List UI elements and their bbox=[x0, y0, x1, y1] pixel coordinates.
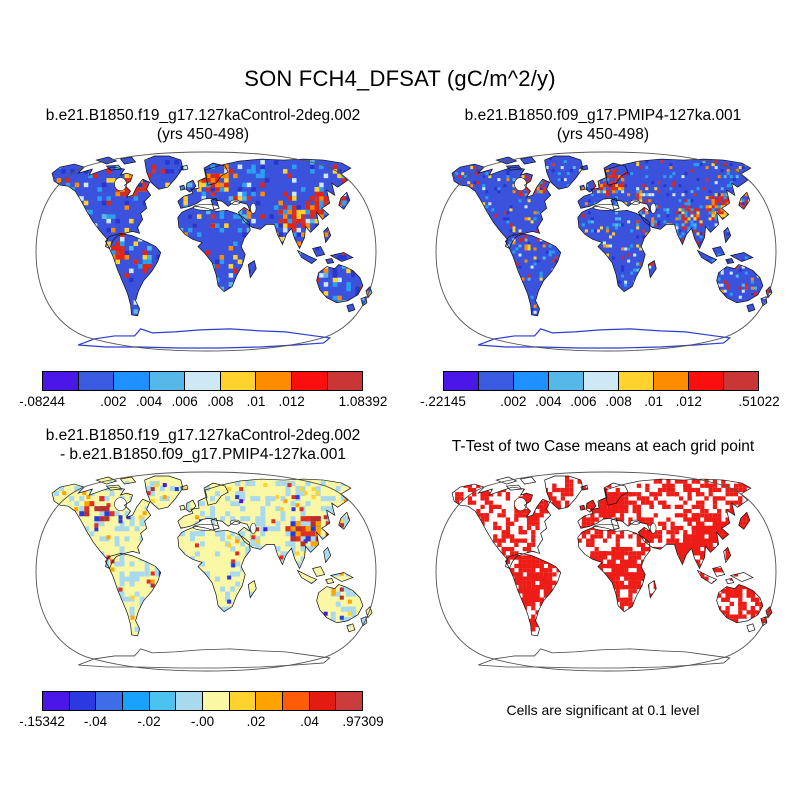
colorbar-segment bbox=[148, 372, 185, 390]
colorbar-segment bbox=[77, 372, 114, 390]
antarctica-outline bbox=[478, 648, 731, 669]
panel-title-difference: b.e21.B1850.f19_g17.127kaControl-2deg.00… bbox=[3, 426, 403, 464]
colorbar-segment bbox=[148, 692, 176, 710]
colorbar-tick-label: .006 bbox=[171, 394, 198, 409]
colorbar-bar bbox=[443, 371, 759, 391]
colorbar-bar bbox=[42, 371, 363, 391]
colorbar-segment bbox=[290, 372, 327, 390]
antarctica-outline bbox=[78, 648, 331, 669]
panel-title-line1: b.e21.B1850.f19_g17.127kaControl-2deg.00… bbox=[45, 107, 361, 124]
inland-seas bbox=[514, 177, 657, 214]
colorbar-pmip4: -.22145 .002 .004 .006 .008 .01 .012 .51022 bbox=[420, 371, 780, 410]
inland-seas bbox=[114, 177, 257, 214]
colorbar-segment bbox=[68, 692, 96, 710]
antarctica-outline bbox=[78, 328, 332, 349]
colorbar-segment bbox=[618, 372, 653, 390]
colorbar-tick-label: .51022 bbox=[738, 394, 780, 409]
inland-seas bbox=[514, 497, 657, 534]
colorbar-segment bbox=[255, 692, 283, 710]
panel-title-control: b.e21.B1850.f19_g17.127kaControl-2deg.00… bbox=[3, 106, 403, 144]
colorbar-segment bbox=[202, 692, 229, 710]
colorbar-segment bbox=[653, 372, 688, 390]
colorbar-tick-label: -.22145 bbox=[420, 394, 466, 409]
significance-note: Cells are significant at 0.1 level bbox=[506, 702, 700, 718]
colorbar-segment bbox=[444, 372, 478, 390]
colorbar-segment bbox=[282, 692, 309, 710]
colorbar-segment bbox=[113, 372, 149, 390]
colorbar-tick-label: .04 bbox=[300, 714, 319, 729]
inland-seas bbox=[114, 497, 257, 534]
colorbar-segment bbox=[583, 372, 618, 390]
colorbar-tick-label: .02 bbox=[246, 714, 266, 729]
coastlines bbox=[51, 155, 373, 317]
colorbar-tick-label: -.00 bbox=[190, 714, 215, 729]
colorbar-segment bbox=[95, 692, 123, 710]
map-frame bbox=[435, 471, 777, 672]
map-frame bbox=[435, 151, 777, 352]
colorbar-control: -.08244 .002 .004 .006 .008 .01 .012 1.08392 bbox=[19, 371, 387, 410]
colorbar-bar bbox=[42, 691, 363, 711]
colorbar-tick-label: -.15342 bbox=[19, 714, 65, 729]
colorbar-tick-label: -.08244 bbox=[19, 394, 65, 409]
map-frame bbox=[35, 151, 377, 352]
colorbar-tick-label: 1.08392 bbox=[338, 394, 388, 409]
colorbar-tick-label: -.02 bbox=[137, 714, 161, 729]
colorbar-segment bbox=[122, 692, 149, 710]
coastlines bbox=[51, 475, 373, 637]
map-pmip4 bbox=[435, 151, 777, 352]
colorbar-segment bbox=[43, 372, 78, 390]
colorbar-segment bbox=[548, 372, 583, 390]
antarctica-outline bbox=[478, 328, 732, 349]
map-control bbox=[35, 151, 377, 352]
colorbar-segment bbox=[688, 372, 723, 390]
panel-title-line2: (yrs 450-498) bbox=[156, 126, 250, 143]
colorbar-tick-label: .002 bbox=[100, 394, 127, 409]
colorbar-segment bbox=[184, 372, 220, 390]
panel-title-pmip4: b.e21.B1850.f09_g17.PMIP4-127ka.001 (yrs… bbox=[403, 106, 800, 144]
colorbar-tick-label: .97309 bbox=[342, 714, 384, 729]
panel-title-line1: b.e21.B1850.f09_g17.PMIP4-127ka.001 bbox=[464, 107, 742, 124]
panel-title-line2: - b.e21.B1850.f09_g17.PMIP4-127ka.001 bbox=[59, 446, 347, 463]
panel-title-line2: (yrs 450-498) bbox=[556, 126, 650, 143]
panel-title-line1: T-Test of two Case means at each grid po… bbox=[451, 438, 755, 455]
colorbar-labels: -.15342 -.04 -.02 -.00 .02 .04 .97309 bbox=[19, 714, 384, 730]
colorbar-segment bbox=[308, 692, 336, 710]
colorbar-segment bbox=[326, 372, 363, 390]
colorbar-tick-label: .01 bbox=[246, 394, 266, 409]
colorbar-tick-label: .008 bbox=[605, 394, 632, 409]
colorbar-tick-label: .004 bbox=[535, 394, 562, 409]
figure-title: SON FCH4_DFSAT (gC/m^2/y) bbox=[244, 66, 556, 91]
colorbar-labels: -.08244 .002 .004 .006 .008 .01 .012 1.08392 bbox=[19, 394, 387, 410]
colorbar-segment bbox=[43, 692, 69, 710]
map-ttest bbox=[435, 471, 777, 672]
colorbar-tick-label: .002 bbox=[500, 394, 527, 409]
colorbar-tick-label: .01 bbox=[644, 394, 664, 409]
colorbar-tick-label: .012 bbox=[675, 394, 702, 409]
panel-title-ttest: T-Test of two Case means at each grid po… bbox=[403, 437, 800, 456]
map-difference bbox=[35, 471, 377, 672]
colorbar-segment bbox=[228, 692, 256, 710]
colorbar-segment bbox=[335, 692, 363, 710]
colorbar-tick-label: .012 bbox=[278, 394, 305, 409]
colorbar-segment bbox=[723, 372, 758, 390]
colorbar-segment bbox=[175, 692, 203, 710]
colorbar-segment bbox=[513, 372, 548, 390]
colorbar-tick-label: .008 bbox=[207, 394, 234, 409]
colorbar-segment bbox=[219, 372, 256, 390]
coastlines bbox=[451, 155, 773, 317]
panel-title-line1: b.e21.B1850.f19_g17.127kaControl-2deg.00… bbox=[45, 427, 361, 444]
colorbar-tick-label: .006 bbox=[570, 394, 597, 409]
colorbar-tick-label: .004 bbox=[135, 394, 163, 409]
colorbar-difference: -.15342 -.04 -.02 -.00 .02 .04 .97309 bbox=[19, 691, 384, 730]
colorbar-tick-label: -.04 bbox=[83, 714, 108, 729]
map-frame bbox=[35, 471, 377, 672]
colorbar-segment bbox=[478, 372, 513, 390]
colorbar-segment bbox=[255, 372, 291, 390]
colorbar-labels: -.22145 .002 .004 .006 .008 .01 .012 .51022 bbox=[420, 394, 780, 410]
coastlines bbox=[451, 475, 773, 637]
raster-cells bbox=[54, 476, 371, 636]
